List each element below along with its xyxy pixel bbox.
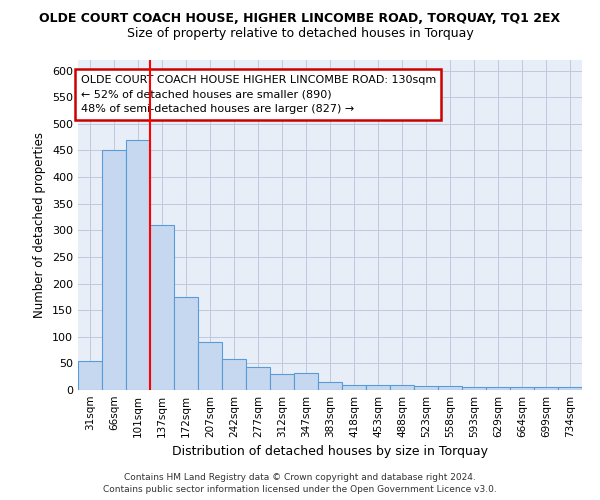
- Bar: [270, 374, 294, 390]
- Bar: [558, 388, 582, 390]
- Bar: [462, 388, 486, 390]
- Y-axis label: Number of detached properties: Number of detached properties: [34, 132, 46, 318]
- Bar: [414, 386, 438, 390]
- Bar: [198, 342, 222, 390]
- Bar: [318, 382, 342, 390]
- Text: OLDE COURT COACH HOUSE HIGHER LINCOMBE ROAD: 130sqm
← 52% of detached houses are: OLDE COURT COACH HOUSE HIGHER LINCOMBE R…: [80, 75, 436, 114]
- Bar: [174, 297, 198, 390]
- Bar: [390, 384, 414, 390]
- Bar: [246, 367, 270, 390]
- Bar: [342, 384, 366, 390]
- Bar: [366, 384, 390, 390]
- Bar: [438, 386, 462, 390]
- Bar: [222, 359, 246, 390]
- X-axis label: Distribution of detached houses by size in Torquay: Distribution of detached houses by size …: [172, 446, 488, 458]
- Text: Size of property relative to detached houses in Torquay: Size of property relative to detached ho…: [127, 28, 473, 40]
- Bar: [150, 225, 174, 390]
- Bar: [126, 140, 150, 390]
- Bar: [102, 150, 126, 390]
- Text: OLDE COURT COACH HOUSE, HIGHER LINCOMBE ROAD, TORQUAY, TQ1 2EX: OLDE COURT COACH HOUSE, HIGHER LINCOMBE …: [40, 12, 560, 26]
- Text: Contains HM Land Registry data © Crown copyright and database right 2024.
Contai: Contains HM Land Registry data © Crown c…: [103, 472, 497, 494]
- Bar: [534, 388, 558, 390]
- Bar: [78, 362, 102, 390]
- Bar: [510, 388, 534, 390]
- Bar: [294, 373, 318, 390]
- Bar: [486, 388, 510, 390]
